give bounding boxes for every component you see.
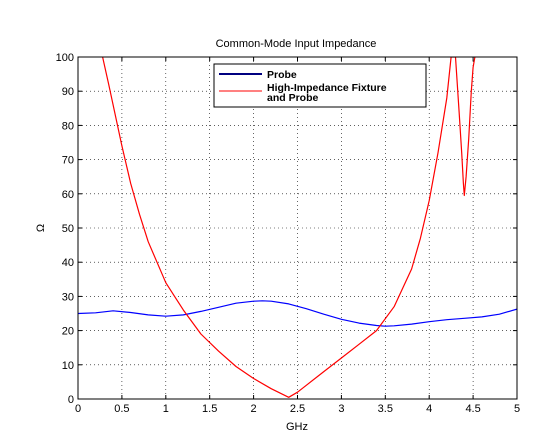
- x-tick-label: 4: [426, 403, 432, 415]
- y-tick-label: 90: [62, 86, 74, 98]
- x-tick-label: 1.5: [202, 403, 217, 415]
- legend-label-probe: Probe: [267, 69, 297, 81]
- y-tick-label: 30: [62, 291, 74, 303]
- axis-ticks: 0 0.5 1 1.5 2 2.5 3 3.5 4 4.5 50102030405060708090…: [56, 52, 520, 415]
- x-tick-label: 2: [251, 403, 257, 415]
- x-tick-label: 2.5: [290, 403, 305, 415]
- y-tick-label: 0: [68, 394, 74, 406]
- y-axis-label: Ω: [35, 224, 47, 232]
- y-tick-label: 60: [62, 189, 74, 201]
- y-tick-label: 50: [62, 223, 74, 235]
- chart-title: Common-Mode Input Impedance: [216, 38, 377, 50]
- legend-box: [213, 63, 427, 108]
- y-tick-label: 100: [56, 52, 74, 64]
- legend-label-fixture-line2: and Probe: [267, 92, 319, 104]
- y-tick-label: 20: [62, 326, 74, 338]
- series-line-fixture: [102, 57, 476, 398]
- x-tick-label: 3.5: [378, 403, 393, 415]
- y-tick-label: 10: [62, 360, 74, 372]
- y-tick-label: 40: [62, 257, 74, 269]
- x-tick-label: 1: [163, 403, 169, 415]
- x-tick-label: 0: [75, 403, 81, 415]
- y-tick-label: 70: [62, 155, 74, 167]
- legend-label-fixture-line1: High-Impedance Fixture: [267, 82, 387, 94]
- series-line-probe: [78, 300, 517, 327]
- legend: Probe High-Impedance Fixture and Probe: [213, 63, 427, 108]
- grid-lines: [78, 57, 517, 399]
- series-lines: [78, 57, 517, 398]
- y-tick-label: 80: [62, 120, 74, 132]
- x-tick-label: 0.5: [114, 403, 129, 415]
- x-tick-label: 5: [514, 403, 520, 415]
- x-tick-label: 4.5: [465, 403, 480, 415]
- x-tick-label: 3: [338, 403, 344, 415]
- x-axis-label: GHz: [286, 421, 308, 433]
